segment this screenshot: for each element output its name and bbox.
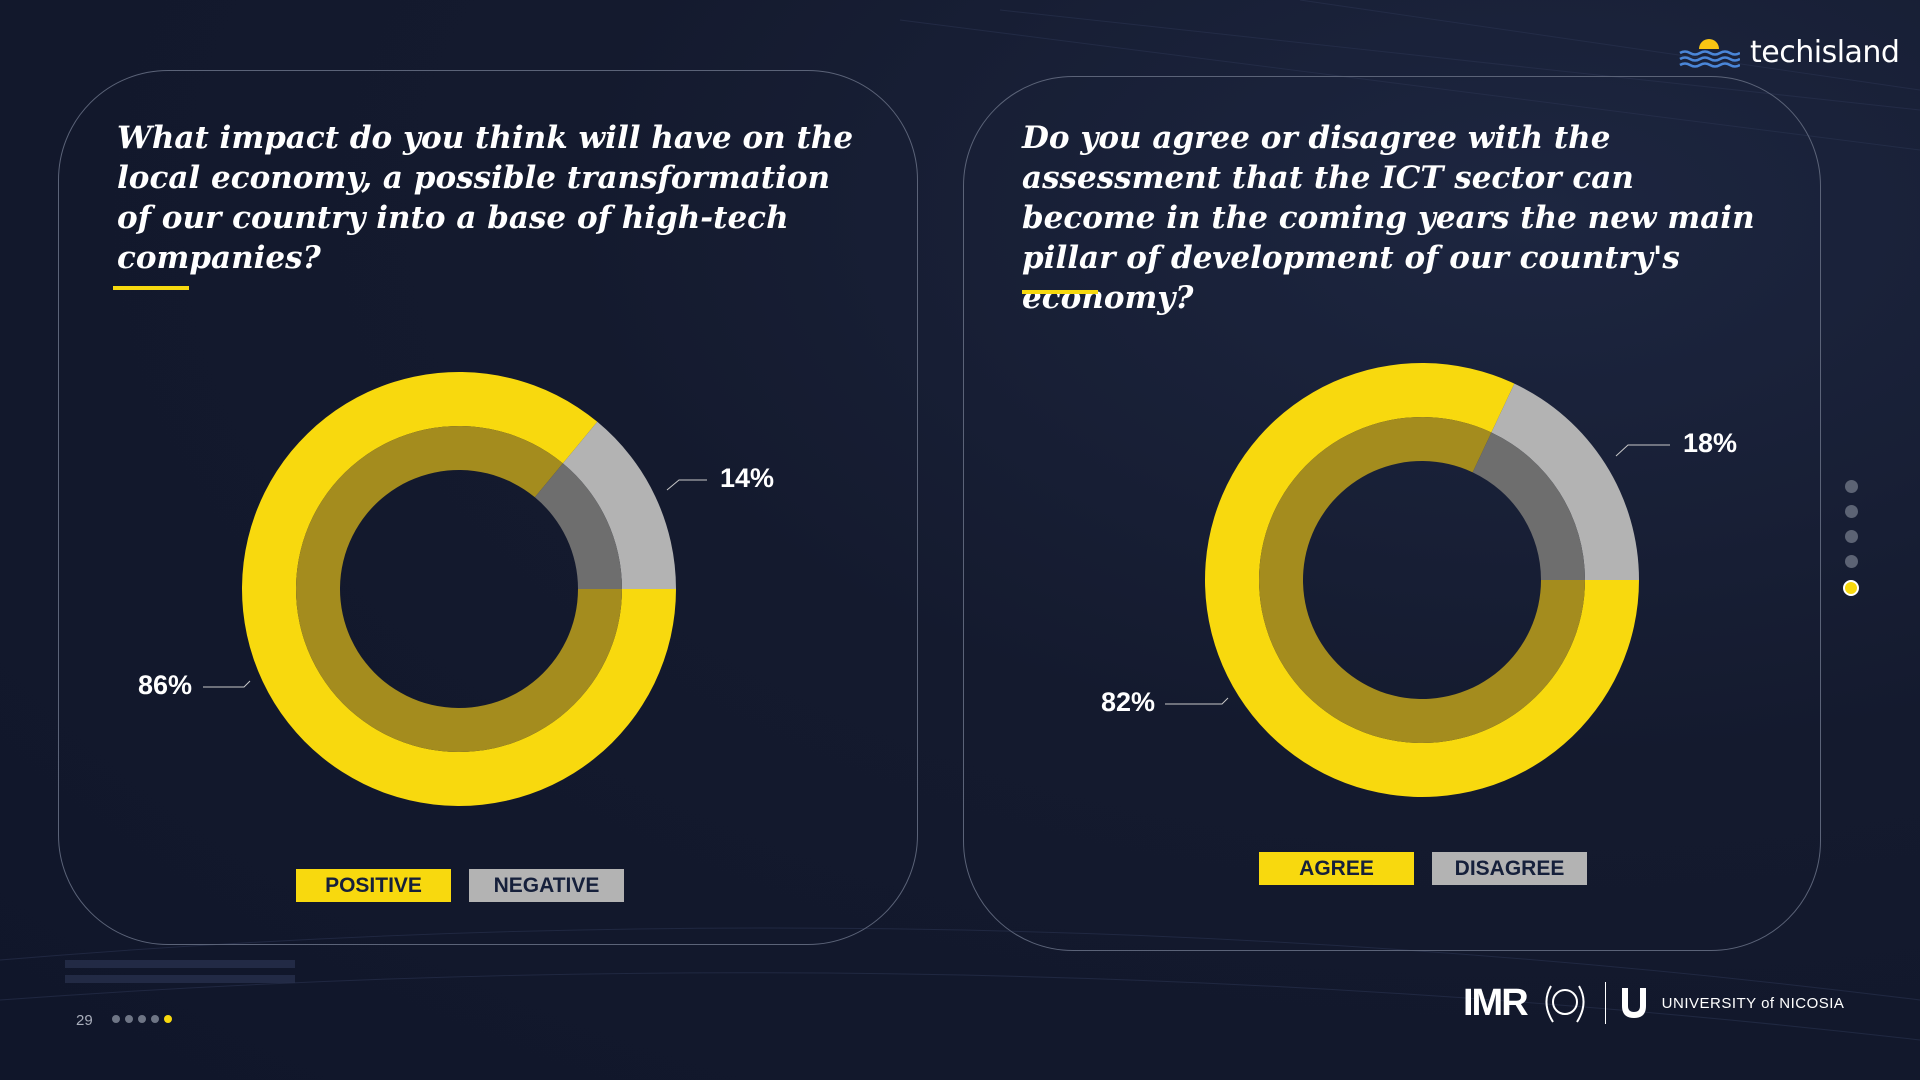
imr-logo: IMR: [1463, 981, 1529, 1024]
donut-1-data-label-1: 18%: [1683, 428, 1737, 458]
progress-dot: [125, 1015, 133, 1023]
techisland-logo: techisland: [1678, 32, 1900, 72]
legend-agree: AGREE: [1259, 852, 1414, 885]
donut-1-outer-slice-disagree: [1491, 383, 1639, 580]
right-chart-panel: [963, 76, 1821, 951]
university-nicosia-label: UNIVERSITY of NICOSIA: [1661, 994, 1845, 1012]
page-number: 29: [76, 1012, 93, 1029]
slide-nav: [1843, 480, 1859, 608]
donut-1-inner-slice-disagree: [1472, 432, 1585, 580]
left-title-underline: [113, 286, 189, 290]
right-title-underline: [1022, 290, 1098, 294]
university-nicosia-icon: [1621, 988, 1646, 1018]
donut-0-leader-line-1: [666, 479, 707, 491]
slide-dot[interactable]: [1844, 505, 1858, 518]
progress-dot: [138, 1015, 146, 1023]
right-chart-title: Do you agree or disagree with the assess…: [1022, 120, 1755, 316]
donut-0-data-label-1: 14%: [720, 463, 774, 493]
slide-dot[interactable]: [1844, 530, 1858, 543]
donut-1-leader-line-1: [1615, 444, 1670, 457]
donut-0-leader-line-0: [203, 680, 251, 688]
donut-1-leader-line-0: [1165, 697, 1229, 705]
footer-separator: [1604, 982, 1606, 1024]
donut-1-data-label-0: 82%: [1101, 687, 1155, 717]
sun-waves-icon: [1679, 39, 1740, 68]
slide-dot-active[interactable]: [1843, 580, 1859, 596]
legend-positive: POSITIVE: [296, 869, 451, 902]
legend-disagree: DISAGREE: [1432, 852, 1587, 885]
slide-dot[interactable]: [1844, 480, 1858, 493]
donut-0-data-label-0: 86%: [138, 670, 192, 700]
slide-dot[interactable]: [1844, 555, 1858, 568]
progress-dot: [112, 1015, 120, 1023]
left-chart-title: What impact do you think will have on th…: [117, 120, 854, 276]
progress-dot-active: [164, 1015, 172, 1023]
laurel-icon: [1545, 985, 1585, 1023]
legend-negative: NEGATIVE: [469, 869, 624, 902]
footer-logos: IMR UNIVERSITY of NICOSIA: [1463, 978, 1844, 1028]
brand-name: techisland: [1750, 34, 1900, 70]
donut-0-inner-slice-negative: [534, 463, 622, 589]
page-progress-dots: [112, 1015, 172, 1023]
progress-dot: [151, 1015, 159, 1023]
left-chart-panel: [58, 70, 918, 945]
donut-0-outer-slice-negative: [562, 421, 676, 589]
